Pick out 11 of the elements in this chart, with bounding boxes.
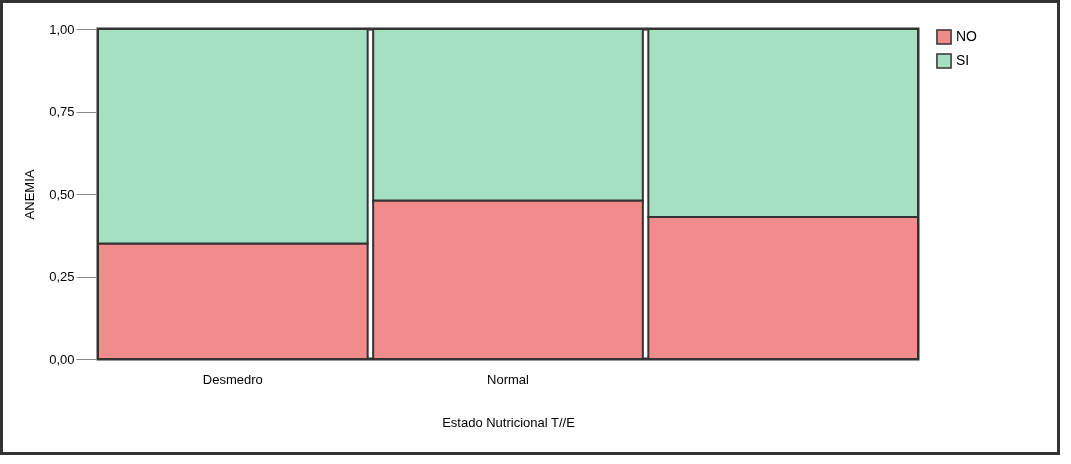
legend-label: SI (956, 52, 970, 68)
x-tick-label: Desmedro (202, 371, 263, 387)
y-tick-label: 0,00 (49, 351, 75, 367)
y-tick-label: 0,75 (49, 104, 75, 119)
y-axis-title: ANEMIA (22, 169, 38, 220)
x-tick-label: Normal (487, 371, 530, 387)
x-axis-title: Estado Nutricional T//E (442, 414, 576, 430)
legend-label: NO (956, 28, 978, 44)
y-tick-label: 0,25 (49, 269, 75, 284)
y-tick-label: 1,00 (49, 21, 75, 37)
y-tick-label: 0,50 (49, 186, 75, 202)
